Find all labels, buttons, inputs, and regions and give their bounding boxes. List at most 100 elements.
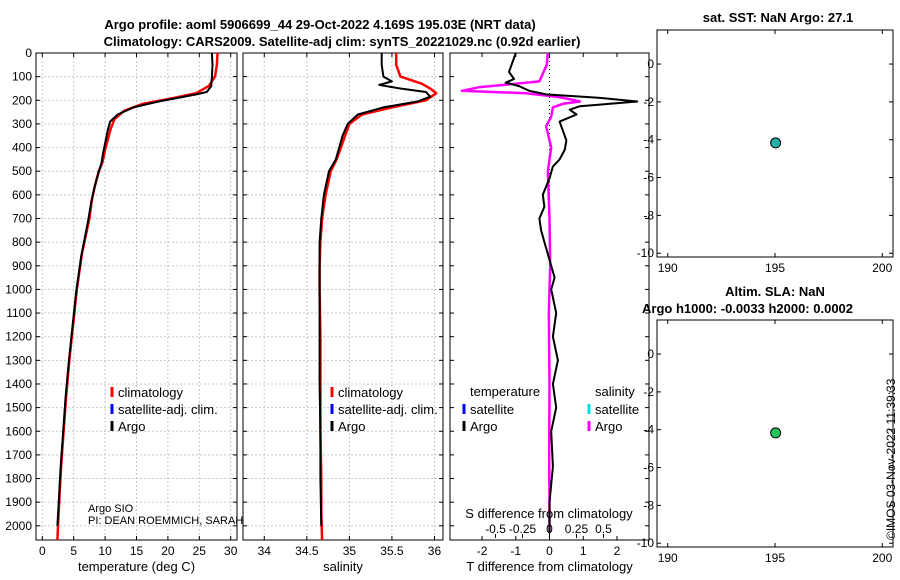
difference-xtick-label: -2 — [477, 544, 488, 558]
sst-xtick-label: 195 — [765, 261, 785, 275]
temperature-xtick-label: 5 — [70, 544, 77, 558]
temperature-ytick-label: 1200 — [5, 330, 32, 344]
temperature-ytick-label: 1300 — [5, 353, 32, 367]
temperature-ytick-label: 400 — [12, 141, 32, 155]
difference-xtick-label: 0 — [546, 544, 553, 558]
sst-ytick-label: -6 — [643, 171, 654, 185]
temperature-ytick-label: 1400 — [5, 377, 32, 391]
difference-legend-left-label: Argo — [470, 419, 497, 434]
difference-xtick-label: 1 — [580, 544, 587, 558]
sst-xtick-label: 190 — [658, 261, 678, 275]
difference-legend-right-label: satellite — [595, 402, 639, 417]
sla-location-panel: 190 195 200 0 -2 -4 -6 -8 -10 Altim. SLA: NaN Argo… — [637, 284, 894, 565]
difference-legend-right-label: Argo — [595, 419, 622, 434]
sla-ytick-label: -10 — [637, 536, 655, 550]
sst-xtick-label: 200 — [872, 261, 892, 275]
sla-ytick-label: -6 — [643, 461, 654, 475]
sst-ytick-label: -10 — [637, 246, 655, 260]
temperature-series-climatology — [56, 53, 219, 540]
timestamp-stamp: ©IMOS 03-Nov-2022 11:39:33 — [884, 378, 898, 540]
sla-panel-subtitle: Argo h1000: -0.0033 h2000: 0.0002 — [642, 301, 853, 316]
salinity-xtick-label: 34 — [258, 544, 272, 558]
salinity-xtick-label: 34.5 — [295, 544, 319, 558]
sla-xtick-label: 200 — [872, 551, 892, 565]
salinity-legend-label: climatology — [338, 385, 404, 400]
temperature-xtick-label: 0 — [39, 544, 46, 558]
temperature-ytick-label: 1900 — [5, 495, 32, 509]
temperature-ytick-label: 500 — [12, 164, 32, 178]
temperature-ytick-label: 1800 — [5, 472, 32, 486]
difference-series-s-argo — [460, 53, 582, 533]
sla-ytick-label: -8 — [643, 498, 654, 512]
temperature-ytick-label: 300 — [12, 117, 32, 131]
sst-ytick-label: -4 — [643, 133, 654, 147]
salinity-legend-label: satellite-adj. clim. — [338, 402, 438, 417]
temperature-ytick-label: 200 — [12, 93, 32, 107]
temperature-ytick-label: 1700 — [5, 448, 32, 462]
difference-legend-title-left: temperature — [470, 384, 540, 399]
sla-xtick-label: 195 — [765, 551, 785, 565]
sst-ytick-label: -2 — [643, 95, 654, 109]
temperature-xtick-label: 30 — [224, 544, 238, 558]
temperature-legend-label: satellite-adj. clim. — [118, 402, 218, 417]
figure-title-line1: Argo profile: aoml 5906699_44 29-Oct-202… — [104, 17, 535, 32]
difference-s-tick-label: -0.5 — [485, 522, 506, 536]
figure-title-line2: Climatology: CARS2009. Satellite-adj cli… — [104, 34, 581, 49]
salinity-series-climatology — [318, 53, 438, 540]
temperature-series-argo — [56, 53, 214, 526]
salinity-xlabel: salinity — [323, 559, 363, 574]
sst-ytick-label: 0 — [647, 57, 654, 71]
temperature-legend-label: Argo — [118, 419, 145, 434]
sla-ytick-label: -4 — [643, 423, 654, 437]
temperature-ytick-label: 800 — [12, 235, 32, 249]
temperature-xtick-label: 25 — [193, 544, 207, 558]
sst-panel-title: sat. SST: NaN Argo: 27.1 — [703, 10, 854, 25]
sst-ytick-label: -8 — [643, 208, 654, 222]
salinity-xtick-label: 35 — [343, 544, 357, 558]
difference-s-tick-label: 0.5 — [595, 522, 612, 536]
temperature-profile-panel: 0 5 10 15 20 25 30 temperature (deg C) 0 100 200 30… — [5, 46, 243, 574]
temperature-ytick-label: 1600 — [5, 424, 32, 438]
difference-s-tick-label: -0.25 — [509, 522, 537, 536]
difference-xtick-label: -1 — [510, 544, 521, 558]
salinity-legend-label: Argo — [338, 419, 365, 434]
difference-legend-left-label: satellite — [470, 402, 514, 417]
salinity-profile-panel: 34 34.5 35 35.5 36 salinity climatology satelli… — [242, 52, 444, 574]
difference-profile-panel: -2 -1 0 1 2T difference from climatology temp… — [449, 52, 650, 574]
difference-s-axis-label: S difference from climatology — [465, 506, 633, 521]
temperature-xtick-label: 20 — [161, 544, 175, 558]
temperature-ytick-label: 1000 — [5, 282, 32, 296]
salinity-frame — [242, 52, 444, 541]
temperature-ytick-label: 600 — [12, 188, 32, 202]
temperature-xtick-label: 15 — [130, 544, 144, 558]
difference-xtick-label: 2 — [614, 544, 621, 558]
sla-ytick-label: 0 — [647, 347, 654, 361]
difference-s-tick-label: 0.25 — [565, 522, 589, 536]
sst-location-panel: 190 195 200 0 -2 -4 -6 -8 -10 sat. SST: NaN Argo:… — [637, 10, 894, 275]
temperature-ytick-label: 1500 — [5, 401, 32, 415]
temperature-ytick-label: 0 — [25, 46, 32, 60]
difference-series-t-argo — [504, 53, 639, 533]
difference-xlabel: T difference from climatology — [466, 559, 633, 574]
sla-ytick-label: -2 — [643, 385, 654, 399]
sla-panel-title: Altim. SLA: NaN — [725, 284, 825, 299]
sla-xtick-label: 190 — [658, 551, 678, 565]
difference-legend-title-right: salinity — [595, 384, 635, 399]
temperature-note: Argo SIO — [88, 503, 134, 515]
sst-profile-point — [770, 137, 782, 149]
temperature-xlabel: temperature (deg C) — [78, 559, 195, 574]
temperature-note: PI: DEAN ROEMMICH, SARAH — [88, 515, 243, 527]
salinity-xtick-label: 36 — [428, 544, 442, 558]
salinity-series-argo — [318, 53, 432, 526]
temperature-ytick-label: 100 — [12, 70, 32, 84]
temperature-ytick-label: 1100 — [6, 306, 32, 320]
sla-profile-point — [770, 427, 782, 439]
temperature-ytick-label: 700 — [12, 211, 32, 225]
temperature-ytick-label: 2000 — [5, 519, 32, 533]
temperature-ytick-label: 900 — [12, 259, 32, 273]
temperature-xtick-label: 10 — [98, 544, 112, 558]
temperature-legend-label: climatology — [118, 385, 184, 400]
salinity-xtick-label: 35.5 — [380, 544, 404, 558]
difference-s-tick-label: 0 — [546, 522, 553, 536]
